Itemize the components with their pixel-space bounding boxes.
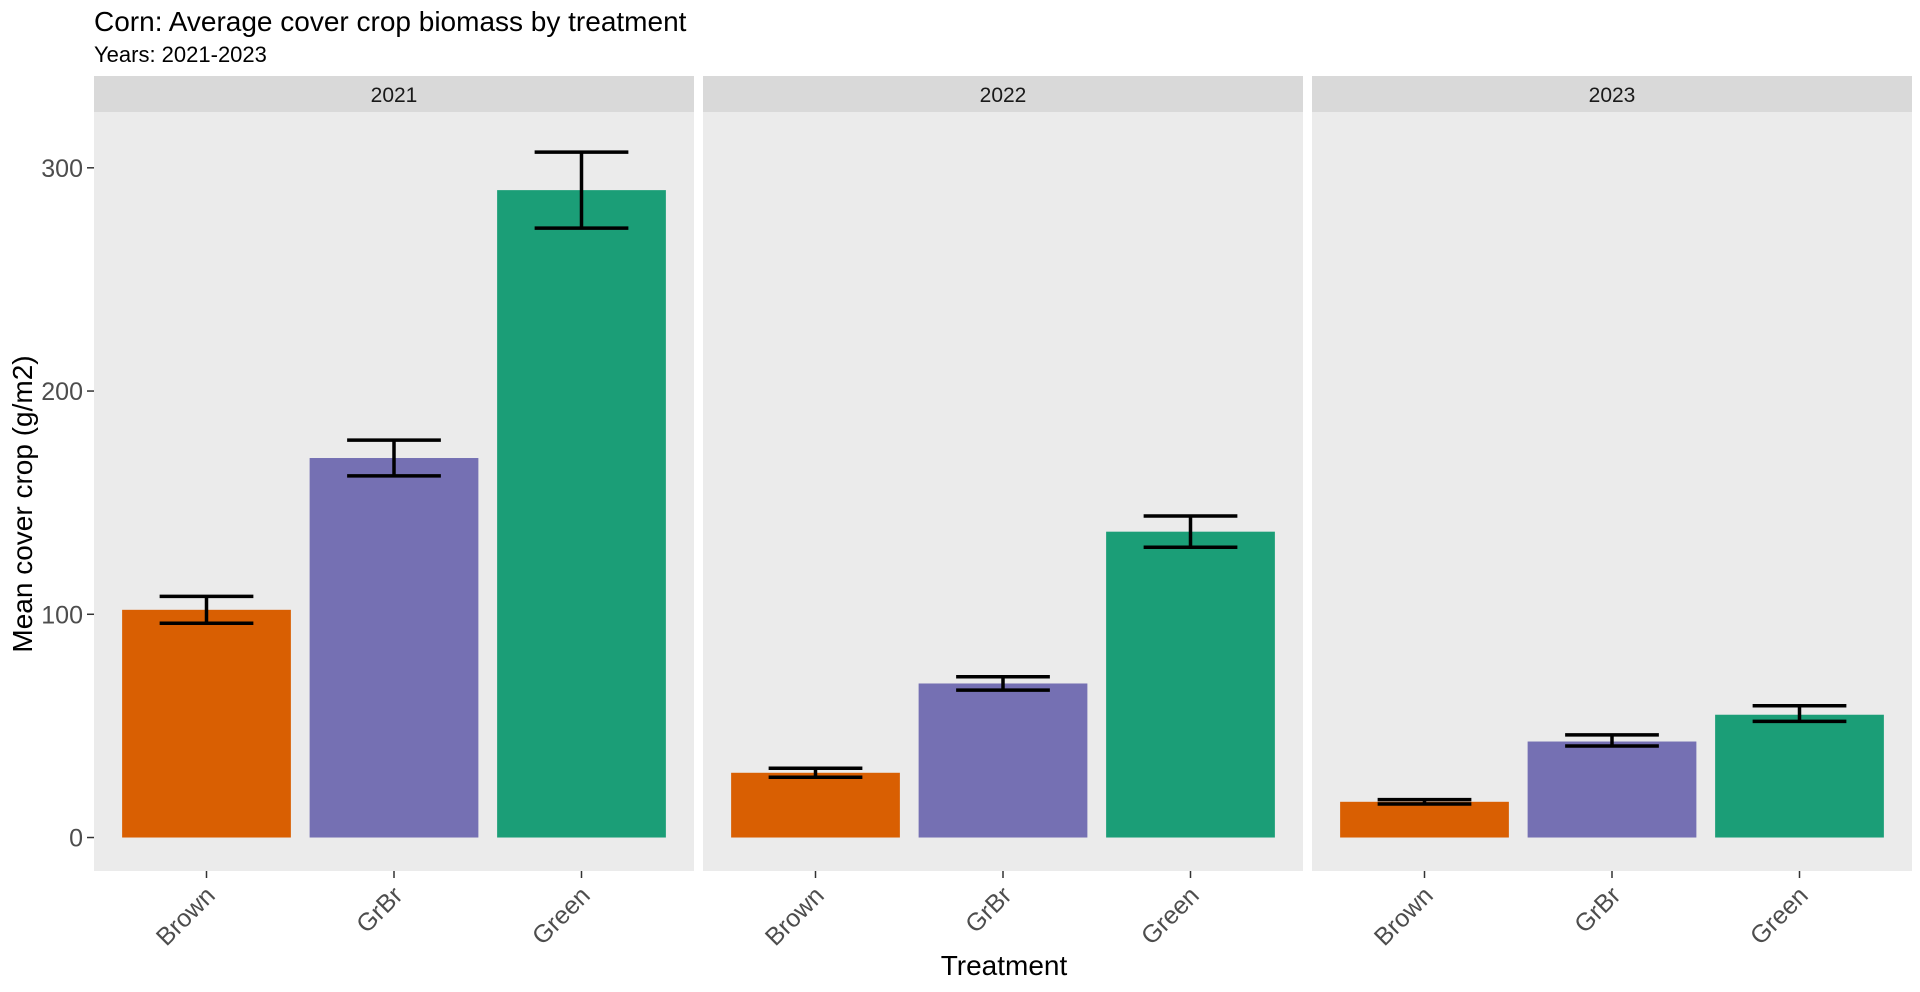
x-tick-label-2021-Brown: Brown — [151, 881, 221, 951]
strip-label-2021: 2021 — [371, 84, 418, 107]
bar-2021-GrBr — [309, 458, 479, 838]
x-tick-label-2023-GrBr: GrBr — [1569, 881, 1626, 938]
y-tick-label-200: 200 — [41, 378, 83, 406]
y-tick-label-300: 300 — [41, 155, 83, 183]
y-tick-label-100: 100 — [41, 601, 83, 629]
x-tick-label-2023-Brown: Brown — [1369, 881, 1439, 951]
x-tick-label-2022-Brown: Brown — [760, 881, 830, 951]
x-tick-label-2022-Green: Green — [1136, 881, 1205, 950]
x-axis-label: Treatment — [940, 950, 1068, 981]
x-tick-label-2023-Green: Green — [1745, 881, 1814, 950]
x-tick-label-2021-Green: Green — [527, 881, 596, 950]
y-tick-label-0: 0 — [69, 825, 83, 853]
bar-2022-Brown — [731, 772, 900, 838]
bar-2023-Green — [1715, 714, 1884, 838]
bar-2021-Brown — [122, 609, 291, 838]
chart-title: Corn: Average cover crop biomass by trea… — [94, 6, 687, 37]
bar-2023-GrBr — [1527, 741, 1697, 838]
x-tick-label-2022-GrBr: GrBr — [960, 881, 1017, 938]
strip-label-2023: 2023 — [1589, 84, 1636, 107]
bar-2021-Green — [497, 190, 666, 838]
bar-2023-Brown — [1340, 801, 1509, 838]
chart-subtitle: Years: 2021-2023 — [94, 42, 267, 67]
strip-2021 — [94, 76, 694, 112]
strip-label-2022: 2022 — [980, 84, 1027, 107]
bar-2022-GrBr — [918, 683, 1088, 838]
bar-2022-Green — [1106, 531, 1275, 838]
strip-2023 — [1312, 76, 1912, 112]
x-tick-label-2021-GrBr: GrBr — [351, 881, 408, 938]
strip-2022 — [703, 76, 1303, 112]
